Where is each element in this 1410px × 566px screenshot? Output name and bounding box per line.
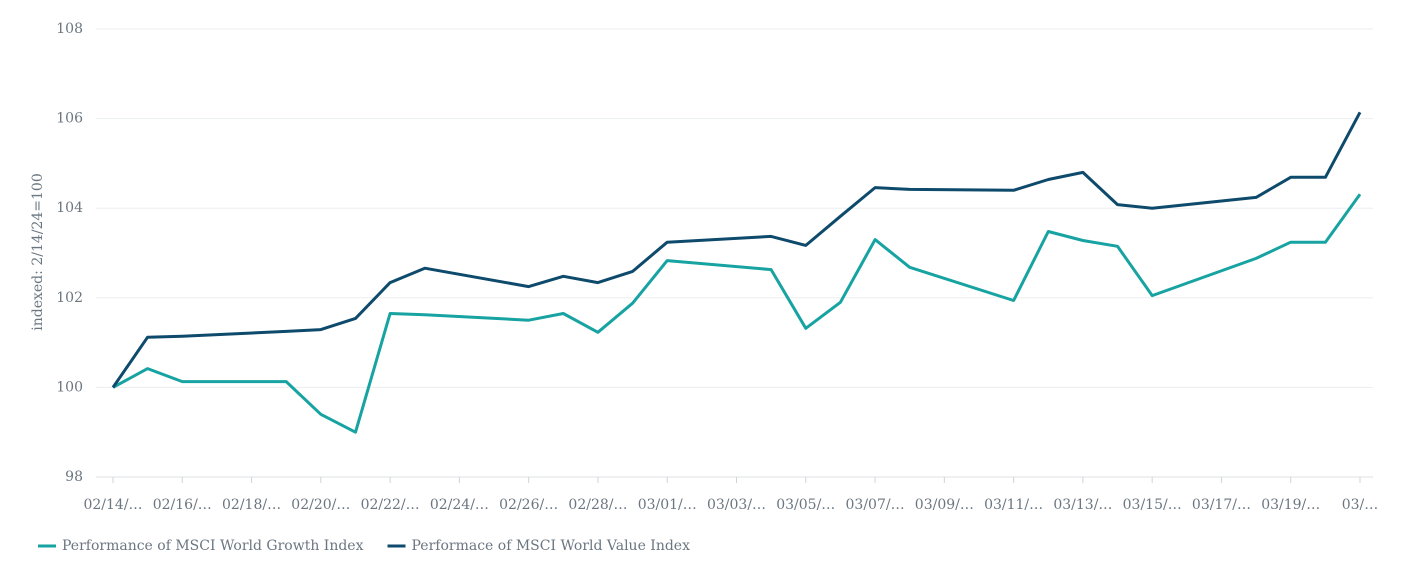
x-tick-label: 03/03/… bbox=[707, 497, 766, 513]
x-tick-label: 03/13/… bbox=[1053, 497, 1112, 513]
x-tick-label: 03/09/… bbox=[915, 497, 974, 513]
x-tick-label: 03/… bbox=[1342, 497, 1379, 513]
series-line bbox=[112, 193, 1362, 434]
legend-label: Performace of MSCI World Value Index bbox=[412, 538, 691, 554]
y-tick-label: 104 bbox=[56, 200, 83, 216]
y-tick-label: 100 bbox=[56, 379, 83, 395]
x-tick-label: 02/24/… bbox=[430, 497, 489, 513]
y-tick-label: 98 bbox=[65, 469, 83, 485]
x-tick-label: 02/16/… bbox=[153, 497, 212, 513]
y-tick-label: 106 bbox=[56, 111, 83, 127]
x-tick-label: 03/19/… bbox=[1261, 497, 1320, 513]
y-tick-label: 108 bbox=[56, 21, 83, 37]
x-tick-label: 03/07/… bbox=[846, 497, 905, 513]
y-tick-label: 102 bbox=[56, 290, 83, 306]
x-tick-label: 03/05/… bbox=[776, 497, 835, 513]
x-tick-label: 02/22/… bbox=[361, 497, 420, 513]
legend-label: Performance of MSCI World Growth Index bbox=[62, 538, 364, 554]
x-tick-label: 02/26/… bbox=[499, 497, 558, 513]
x-tick-label: 02/14/… bbox=[83, 497, 142, 513]
y-axis-label: indexed: 2/14/24=100 bbox=[30, 173, 46, 330]
x-tick-label: 02/18/… bbox=[222, 497, 281, 513]
x-tick-label: 02/28/… bbox=[568, 497, 627, 513]
x-tick-label: 03/11/… bbox=[984, 497, 1043, 513]
series-line bbox=[111, 111, 1362, 389]
x-tick-label: 02/20/… bbox=[291, 497, 350, 513]
x-tick-label: 03/15/… bbox=[1123, 497, 1182, 513]
x-tick-label: 03/17/… bbox=[1192, 497, 1251, 513]
x-tick-label: 03/01/… bbox=[638, 497, 697, 513]
